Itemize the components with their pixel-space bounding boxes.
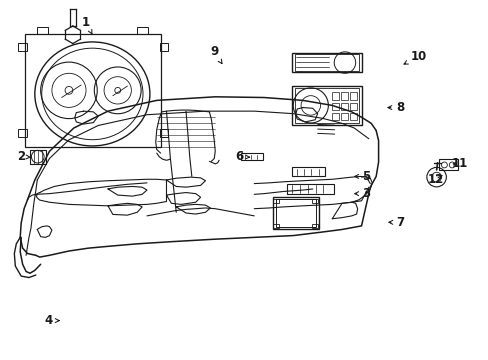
Bar — [331, 103, 338, 110]
Bar — [25, 34, 160, 147]
Bar — [292, 86, 361, 125]
Bar — [331, 113, 338, 120]
Text: 2: 2 — [17, 150, 31, 163]
Bar — [349, 113, 356, 120]
Bar — [287, 184, 333, 194]
Bar — [294, 54, 358, 71]
Bar — [349, 103, 356, 110]
Bar — [292, 53, 361, 72]
Text: 12: 12 — [427, 173, 443, 186]
Bar — [272, 224, 278, 228]
Bar — [311, 224, 317, 228]
Text: 8: 8 — [387, 101, 404, 114]
Bar — [240, 153, 262, 160]
Bar — [340, 93, 347, 100]
Text: 11: 11 — [451, 157, 467, 170]
Text: 9: 9 — [210, 45, 222, 64]
Text: 3: 3 — [354, 187, 370, 200]
Bar — [311, 199, 317, 203]
Text: 4: 4 — [44, 314, 59, 327]
Bar — [137, 27, 148, 35]
Bar — [340, 113, 347, 120]
Bar — [331, 93, 338, 100]
Bar — [340, 103, 347, 110]
Bar — [37, 27, 48, 35]
Bar — [349, 93, 356, 100]
Bar — [159, 130, 168, 137]
Text: 10: 10 — [403, 50, 427, 64]
Text: 5: 5 — [354, 170, 370, 183]
Text: 1: 1 — [82, 16, 92, 34]
Bar — [159, 42, 168, 50]
Bar — [18, 130, 26, 137]
Bar — [275, 199, 316, 227]
Bar — [294, 88, 358, 123]
Bar — [272, 197, 319, 229]
Bar — [30, 150, 45, 163]
Bar — [272, 199, 278, 203]
Text: 6: 6 — [235, 150, 249, 163]
Bar — [18, 42, 26, 50]
Bar — [292, 167, 325, 176]
Text: 7: 7 — [388, 216, 404, 229]
Bar — [438, 159, 457, 170]
